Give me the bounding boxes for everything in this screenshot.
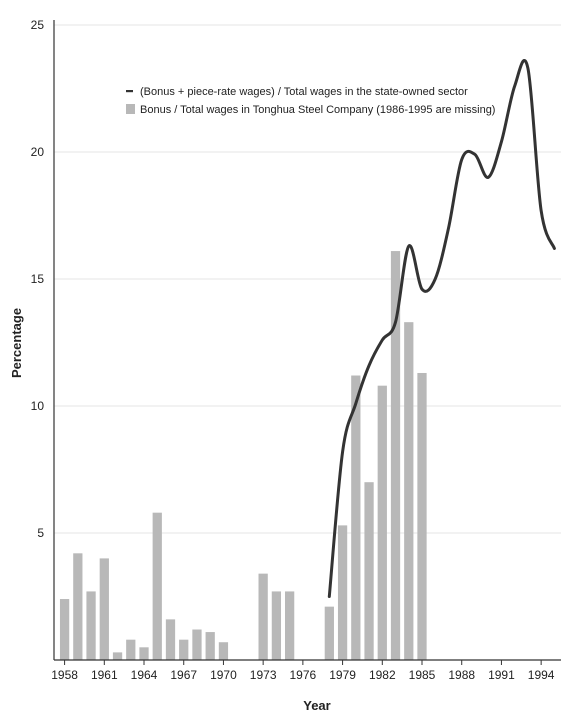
y-tick-label: 5 (37, 526, 44, 540)
bar (86, 591, 96, 660)
axes (53, 20, 561, 665)
legend-line-swatch (126, 90, 133, 93)
y-tick-label: 20 (31, 145, 45, 159)
legend: (Bonus + piece-rate wages) / Total wages… (126, 86, 495, 116)
bar (126, 639, 136, 660)
x-axis-title: Year (303, 698, 330, 713)
bar (351, 375, 361, 660)
x-tick-label: 1976 (290, 668, 317, 682)
bar (337, 525, 348, 660)
bar (192, 629, 202, 660)
bar (99, 558, 109, 660)
line-series (327, 58, 556, 598)
x-tick-label: 1979 (329, 668, 356, 682)
bar (59, 599, 70, 660)
line-series-path (327, 58, 556, 598)
bar-series (59, 251, 427, 660)
bar (179, 639, 189, 660)
x-tick-label: 1964 (131, 668, 158, 682)
bar (258, 573, 268, 660)
x-tick-label: 1958 (51, 668, 78, 682)
legend-bar-swatch (126, 104, 135, 114)
tick-labels: 5 10 15 20 25 1958 1961 1964 1967 1970 1973 1976 197… (31, 18, 555, 682)
bar (205, 632, 215, 660)
bar (377, 385, 387, 660)
bar (271, 591, 282, 660)
x-tick-label: 1985 (409, 668, 436, 682)
legend-bar-label: Bonus / Total wages in Tonghua Steel Com… (140, 104, 495, 116)
bar (165, 619, 176, 660)
legend-line-label: (Bonus + piece-rate wages) / Total wages… (140, 86, 468, 98)
bar (152, 512, 162, 660)
bar (417, 372, 427, 660)
bar (364, 482, 374, 660)
bar (73, 553, 83, 660)
x-tick-label: 1961 (91, 668, 118, 682)
bar (284, 591, 295, 660)
bar (218, 642, 229, 660)
x-tick-label: 1988 (448, 668, 475, 682)
gridlines (54, 24, 561, 534)
x-tick-label: 1982 (369, 668, 396, 682)
bar (112, 652, 123, 660)
x-tick-label: 1991 (488, 668, 515, 682)
y-tick-label: 10 (31, 399, 45, 413)
bar (404, 322, 414, 660)
bar (390, 251, 401, 660)
x-tick-label: 1994 (528, 668, 555, 682)
x-tick-label: 1973 (250, 668, 277, 682)
y-axis-title: Percentage (9, 308, 24, 378)
y-tick-label: 15 (31, 272, 45, 286)
bar (324, 606, 334, 660)
bar (139, 647, 149, 660)
x-tick-label: 1970 (210, 668, 237, 682)
x-tick-label: 1967 (170, 668, 197, 682)
y-tick-label: 25 (31, 18, 45, 32)
